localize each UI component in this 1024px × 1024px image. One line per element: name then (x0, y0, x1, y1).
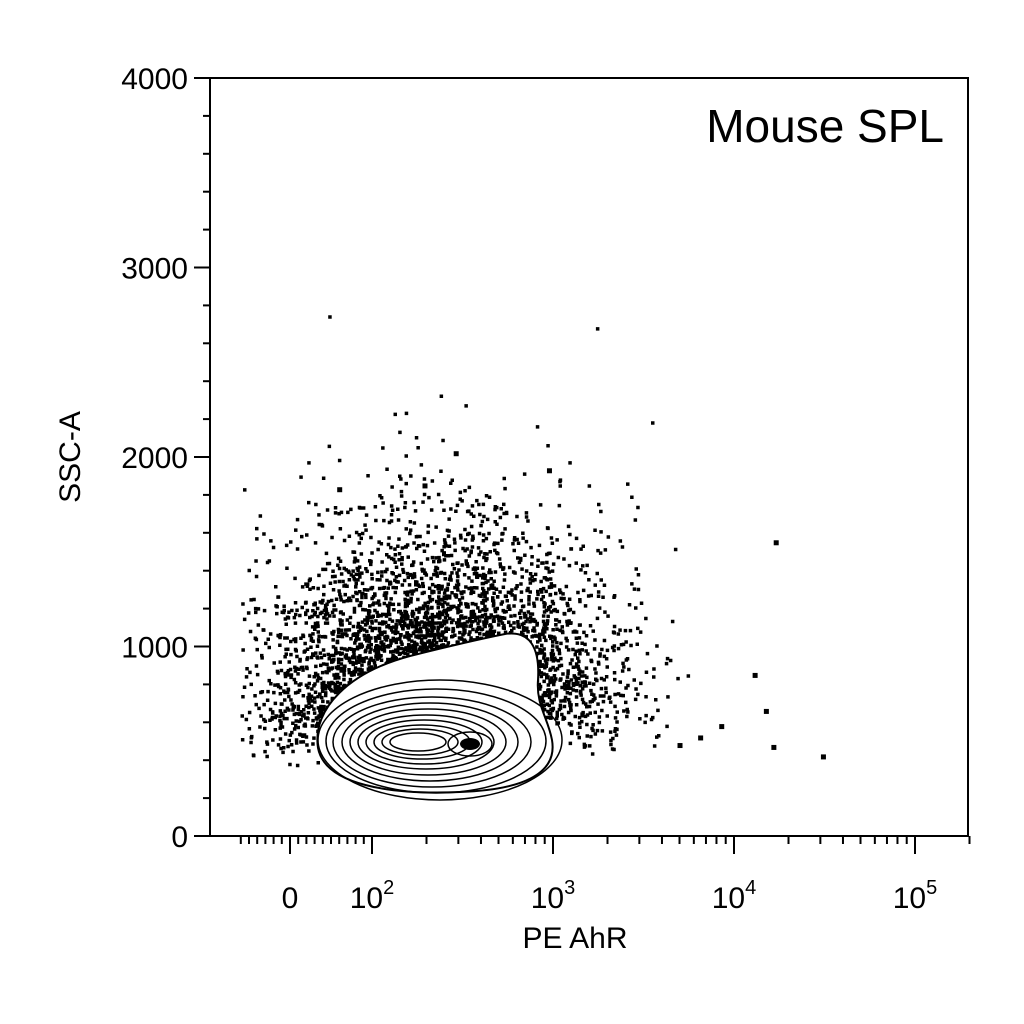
x-tick-label: 0 (282, 882, 299, 915)
contour-peak (447, 731, 493, 757)
x-tick-base: 10 (893, 882, 926, 915)
scatter-points-layer (240, 315, 691, 768)
x-tick-label: 105 (893, 877, 938, 915)
y-tick-label: 0 (171, 821, 188, 854)
x-tick-base: 10 (531, 882, 564, 915)
x-tick-exponent: 4 (745, 877, 756, 899)
outlier-point (771, 744, 777, 750)
y-tick-label: 4000 (121, 63, 188, 96)
y-tick-label: 2000 (121, 442, 188, 475)
x-tick-base: 0 (282, 882, 299, 915)
outlier-point (820, 754, 826, 760)
y-axis: 0 1000 2000 3000 4000 (121, 63, 210, 854)
contour-peak-core (460, 738, 480, 750)
y-axis-title: SSC-A (54, 411, 87, 503)
x-tick-exponent: 5 (926, 877, 937, 899)
outlier-point (422, 483, 428, 489)
x-tick-label: 102 (350, 877, 395, 915)
x-axis-title: PE AhR (522, 922, 627, 955)
outlier-point (752, 672, 758, 678)
outlier-point (763, 708, 769, 714)
scatter-points (240, 315, 691, 768)
outlier-point (773, 540, 779, 546)
chart-title: Mouse SPL (706, 100, 944, 152)
contour-layer (316, 632, 563, 801)
contour-ring (317, 679, 563, 801)
outlier-point (337, 487, 343, 493)
contour-ring (341, 702, 519, 782)
contour-ring (365, 719, 483, 765)
outlier-point (546, 468, 552, 474)
x-tick-exponent: 3 (564, 877, 575, 899)
y-tick-label: 3000 (121, 253, 188, 286)
outlier-points-layer (337, 451, 826, 760)
contour-ring (349, 708, 507, 776)
outlier-point (453, 451, 459, 457)
x-tick-base: 10 (350, 882, 383, 915)
contour-ring (357, 714, 495, 770)
outlier-point (698, 735, 704, 741)
x-tick-label: 103 (531, 877, 576, 915)
outlier-point (677, 743, 683, 749)
contour-ring (325, 688, 547, 794)
x-tick-base: 10 (712, 882, 745, 915)
contour-ring (332, 696, 532, 788)
contour-ring (381, 728, 459, 756)
x-axis: 0 102 103 104 105 (239, 836, 971, 915)
x-tick-exponent: 2 (383, 877, 394, 899)
contour-ring (389, 732, 447, 752)
outlier-point (719, 724, 725, 730)
x-tick-label: 104 (712, 877, 757, 915)
y-tick-label: 1000 (121, 632, 188, 665)
